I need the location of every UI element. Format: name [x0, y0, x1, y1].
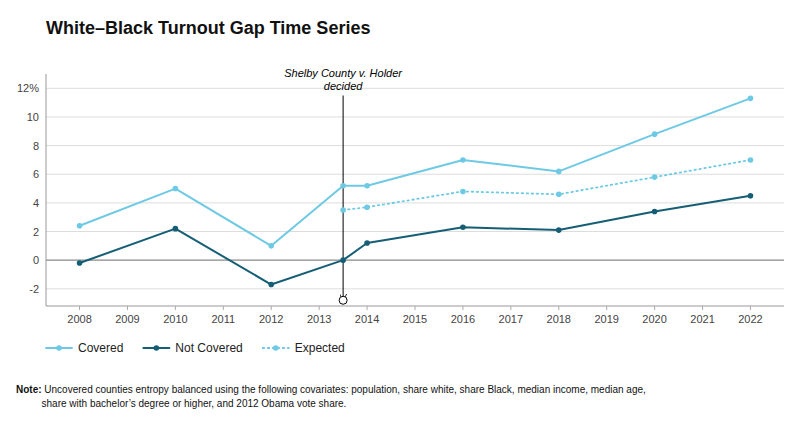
y-tick-label: -2 [29, 283, 39, 295]
point [748, 193, 754, 199]
annotation-circle [339, 296, 347, 304]
x-tick-label: 2011 [211, 313, 235, 325]
legend-label: Expected [295, 341, 345, 355]
legend-label: Covered [78, 341, 123, 355]
point [748, 96, 754, 102]
point [173, 226, 179, 232]
point [268, 282, 274, 288]
note-text: Uncovered counties entropy balanced usin… [42, 384, 646, 395]
zero-line [46, 260, 784, 261]
series-line [80, 196, 751, 285]
x-tick [654, 306, 655, 310]
point [173, 186, 179, 192]
x-tick [319, 306, 320, 310]
x-tick-label: 2008 [67, 313, 91, 325]
x-tick-label: 2009 [115, 313, 139, 325]
grid-line [46, 288, 784, 289]
point [77, 260, 83, 266]
x-tick [127, 306, 128, 310]
grid-line [46, 145, 784, 146]
point [460, 224, 466, 230]
point [460, 157, 466, 163]
point [652, 174, 658, 180]
series-line [343, 160, 750, 210]
x-tick-label: 2022 [738, 313, 762, 325]
y-tick-label: 4 [33, 197, 39, 209]
point [364, 183, 370, 189]
x-tick [415, 306, 416, 310]
series [77, 193, 754, 287]
grid-line [46, 116, 784, 117]
y-tick-label: 0 [33, 254, 39, 266]
x-tick-label: 2020 [642, 313, 666, 325]
grid-line [46, 202, 784, 203]
chart: White–Black Turnout Gap Time Series -2 0 2 4… [0, 0, 800, 421]
series [77, 96, 754, 249]
x-tick-label: 2016 [451, 313, 475, 325]
x-tick [558, 306, 559, 310]
y-tick-label: 6 [33, 168, 39, 180]
y-tick-label: 2 [33, 226, 39, 238]
x-tick [702, 306, 703, 310]
x-tick-label: 2021 [690, 313, 714, 325]
x-tick-label: 2014 [355, 313, 379, 325]
point [340, 183, 346, 189]
note-text: share with bachelor’s degree or higher, … [42, 398, 347, 409]
point [652, 131, 658, 137]
grid-line [46, 88, 784, 89]
note-label: Note: [16, 384, 42, 395]
point [652, 209, 658, 215]
x-tick [175, 306, 176, 310]
x-tick-label: 2017 [499, 313, 523, 325]
x-tick [606, 306, 607, 310]
x-tick [750, 306, 751, 310]
x-tick [510, 306, 511, 310]
x-tick-label: 2018 [547, 313, 571, 325]
legend-marker [56, 345, 62, 351]
point [460, 189, 466, 195]
x-tick [462, 306, 463, 310]
series-line [80, 98, 751, 246]
x-tick [271, 306, 272, 310]
grid [46, 88, 784, 288]
x-tick-label: 2019 [594, 313, 618, 325]
y-axis-line [46, 74, 47, 306]
x-tick-label: 2013 [307, 313, 331, 325]
x-tick-label: 2012 [259, 313, 283, 325]
grid-line [46, 231, 784, 232]
x-tick [223, 306, 224, 310]
annotation-line: decided [324, 80, 363, 92]
point [268, 243, 274, 249]
title: White–Black Turnout Gap Time Series [46, 18, 370, 38]
point [556, 227, 562, 233]
legend-label: Not Covered [175, 341, 242, 355]
point [340, 207, 346, 213]
annotation-text: Shelby County v. Holderdecided [284, 67, 403, 92]
point [556, 191, 562, 197]
x-tick [79, 306, 80, 310]
series [340, 157, 753, 213]
y-tick-label: 10 [27, 111, 39, 123]
legend: Covered Not Covered Expected [46, 341, 345, 355]
point [340, 257, 346, 263]
note: Note: Uncovered counties entropy balance… [16, 384, 646, 395]
plot-area [77, 95, 754, 304]
annotation-line: Shelby County v. Holder [284, 67, 403, 79]
grid-line [46, 174, 784, 175]
legend-marker [273, 345, 279, 351]
x-tick [367, 306, 368, 310]
y-tick-label: 12% [17, 82, 39, 94]
legend-marker [154, 345, 160, 351]
y-tick-label: 8 [33, 140, 39, 152]
point [364, 204, 370, 210]
point [77, 223, 83, 229]
x-tick-label: 2015 [403, 313, 427, 325]
point [748, 157, 754, 163]
point [364, 240, 370, 246]
point [556, 169, 562, 175]
x-tick-label: 2010 [163, 313, 187, 325]
annotation-arrow [343, 95, 344, 300]
